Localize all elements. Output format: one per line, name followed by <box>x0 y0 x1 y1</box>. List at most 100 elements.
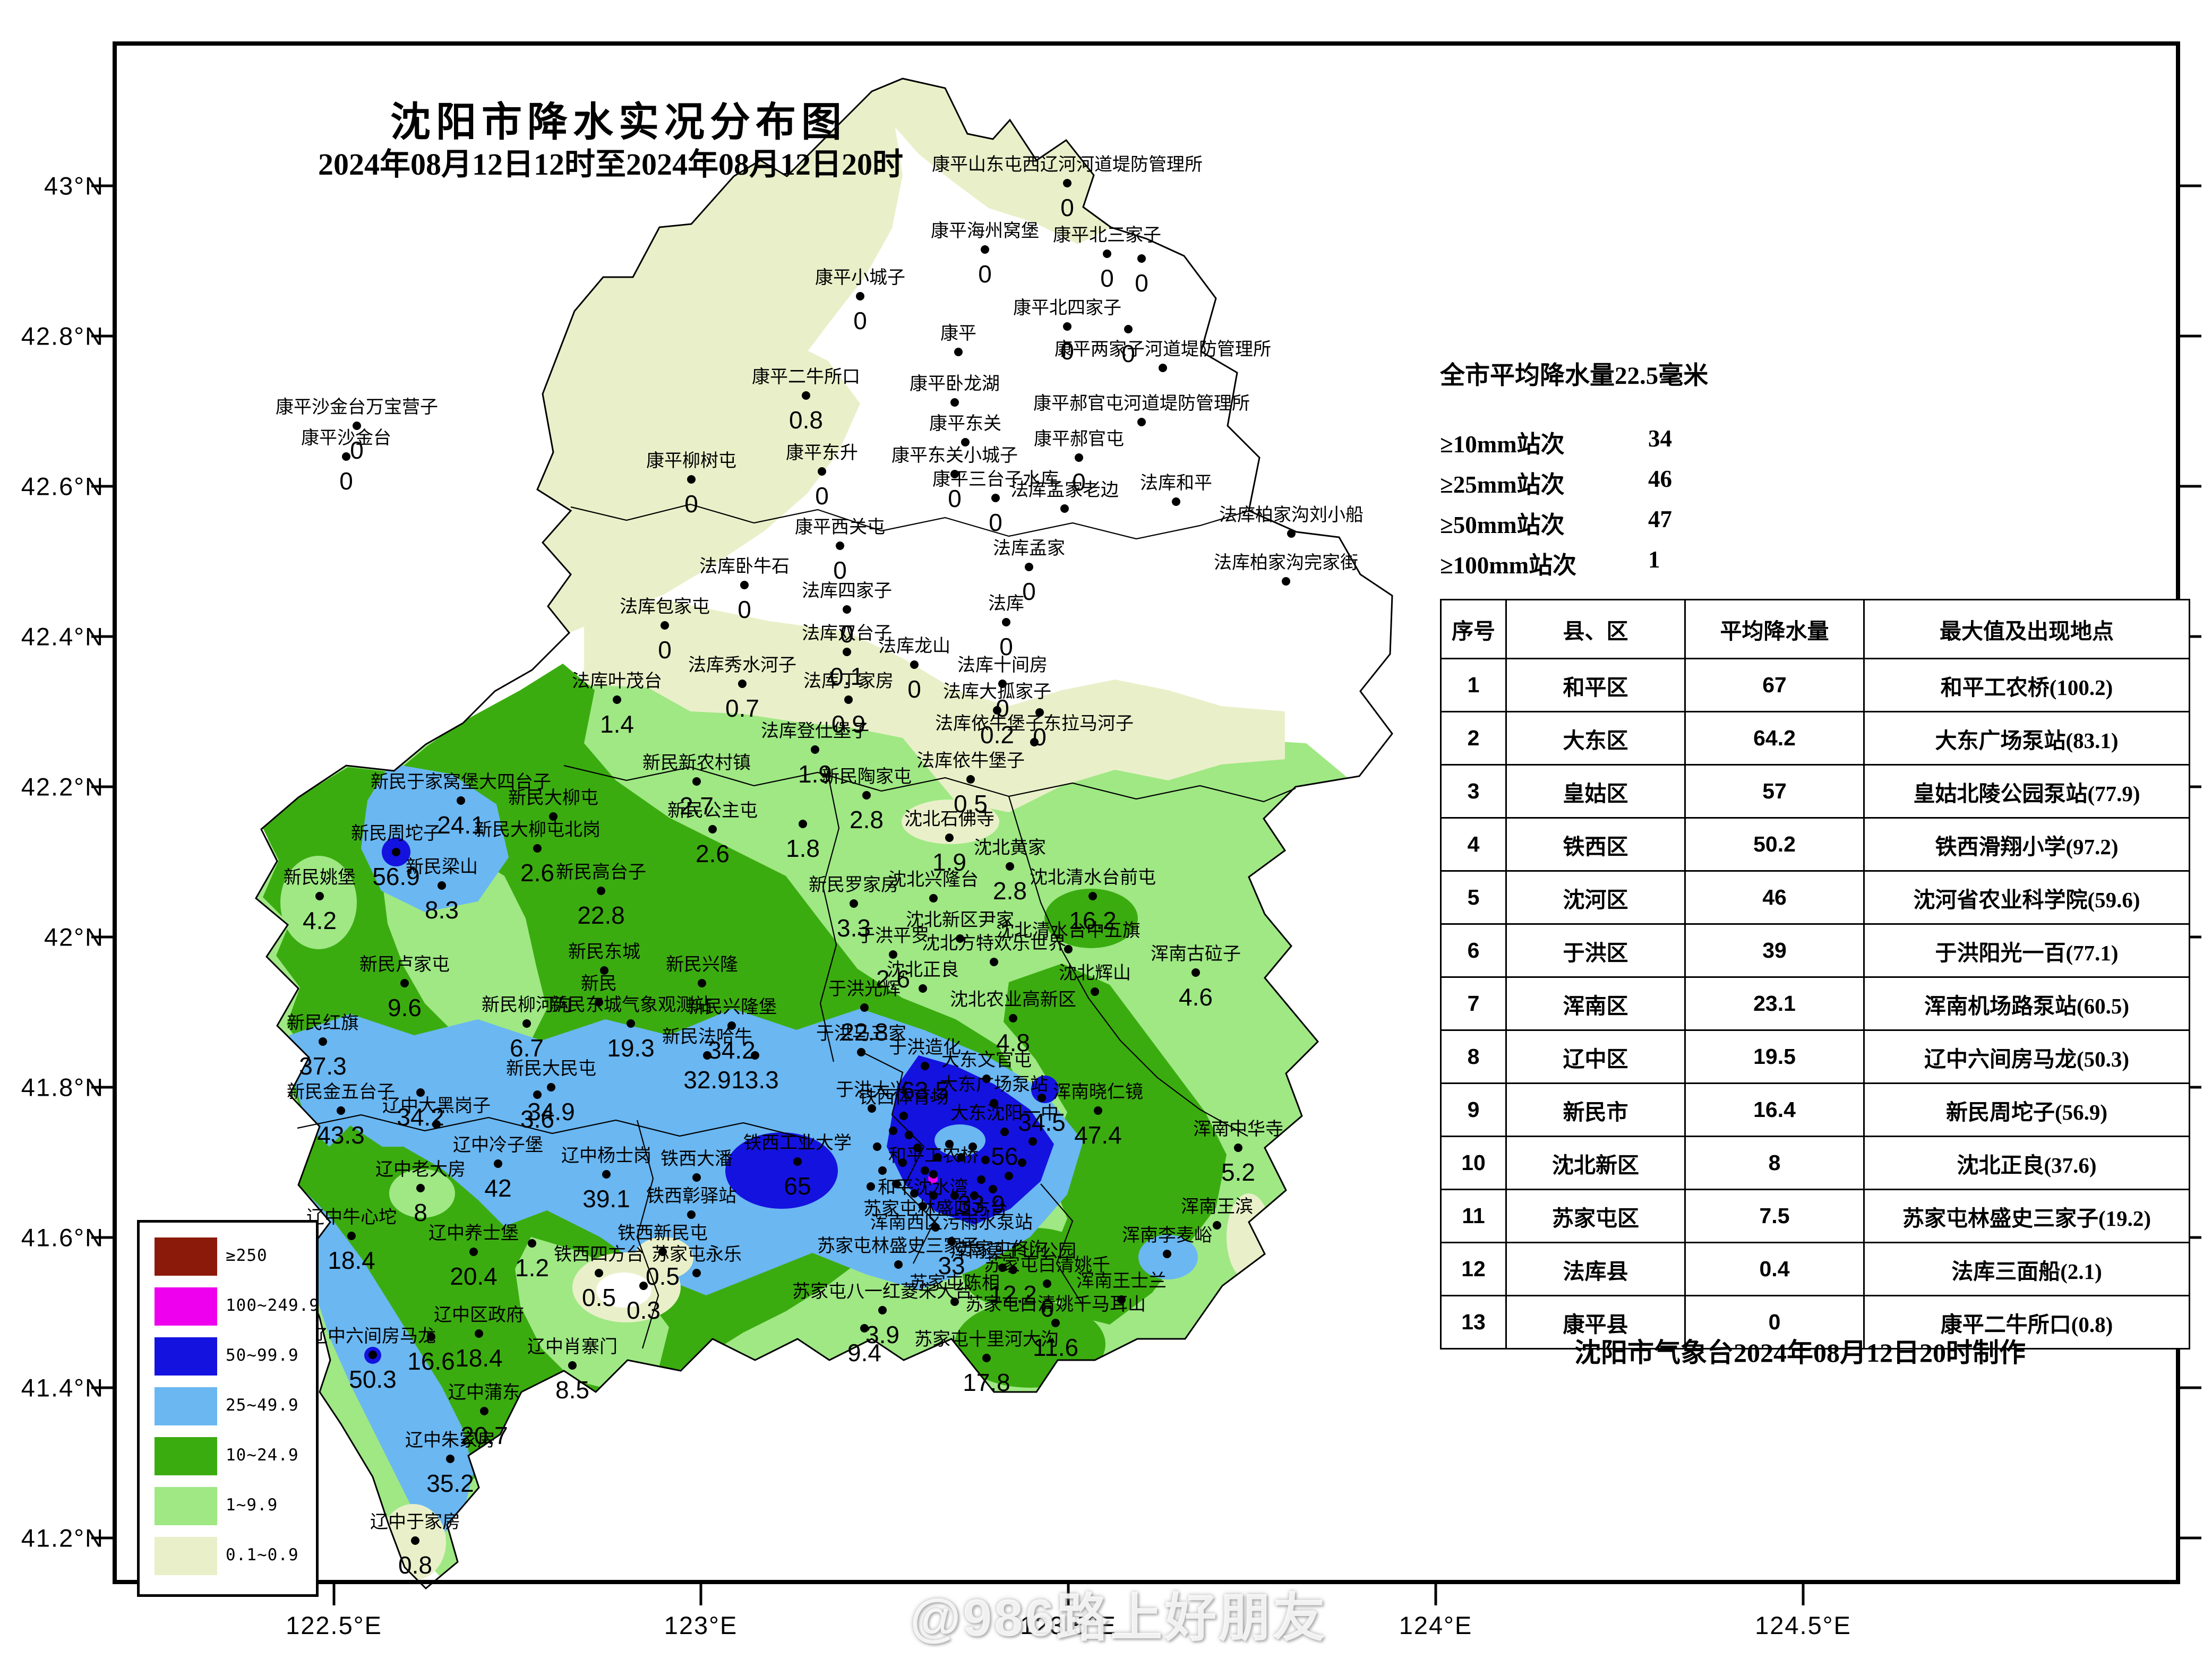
station-marker: 浑南李麦峪 <box>1122 1225 1212 1258</box>
station-dot <box>1075 453 1083 462</box>
station-name: 辽中于家房 <box>370 1512 460 1532</box>
table-cell: 浑南区 <box>1505 976 1686 1031</box>
stat-label: ≥100mm站次 <box>1440 552 1577 579</box>
station-value: 1.2 <box>515 1254 549 1282</box>
station-name: 辽中蒲东 <box>448 1382 520 1403</box>
station-name: 浑南晓仁镜 <box>1053 1082 1143 1102</box>
station-dot <box>494 1159 502 1168</box>
stat-line: ≥25mm站次 46 <box>1440 465 1737 500</box>
stat-line: ≥10mm站次 34 <box>1440 425 1737 459</box>
station-dot <box>982 1075 991 1083</box>
station-marker: 法库孟家 0 <box>993 538 1065 605</box>
station-dot <box>342 452 350 461</box>
station-dot <box>929 894 938 902</box>
legend-swatch <box>155 1287 217 1326</box>
station-dot <box>860 1003 869 1012</box>
station-marker: 法库叶茂台 1.4 <box>572 671 662 738</box>
station-name: 法库柏家沟完家街 <box>1214 553 1358 573</box>
stat-label: ≥25mm站次 <box>1440 471 1565 498</box>
station-marker: 9.4 <box>847 1324 881 1366</box>
station-dot <box>416 1184 425 1192</box>
lon-tick-label: 123.5°E <box>1020 1611 1117 1639</box>
station-dot <box>966 775 975 784</box>
station-marker: 苏家屯八一红菱宋大台 3.9 <box>792 1282 973 1348</box>
station-dot <box>692 1269 701 1277</box>
station-value: 56 <box>991 1142 1018 1170</box>
table-cell: 2 <box>1440 711 1507 766</box>
station-name: 沈北清水台前屯 <box>1030 867 1156 888</box>
station-marker: 0 <box>1121 325 1135 367</box>
station-marker: 法库卧牛石 0 <box>699 556 790 623</box>
station-dot <box>1064 945 1073 953</box>
table-cell: 皇姑北陵公园泵站(77.9) <box>1863 764 2190 819</box>
lat-tick-label: 43°N <box>44 171 104 200</box>
station-dot <box>639 1282 648 1290</box>
station-dot <box>950 398 959 407</box>
station-marker: 新民 <box>581 974 617 1007</box>
station-value: 4.8 <box>996 1029 1030 1056</box>
station-dot <box>919 1202 927 1210</box>
station-value: 2.8 <box>993 877 1027 905</box>
station-value: 63.5 <box>901 1077 949 1104</box>
legend-label: 1~9.9 <box>226 1495 278 1515</box>
station-name: 浑南李麦峪 <box>1122 1225 1212 1245</box>
station-dot <box>1038 1094 1046 1102</box>
station-dot <box>1028 1137 1037 1146</box>
station-dot <box>687 1210 696 1219</box>
station-name: 康平 <box>940 323 976 343</box>
station-name: 法库依牛堡子东拉马河子 <box>935 714 1134 734</box>
station-marker: 辽中六间房马龙 50.3 <box>310 1326 436 1393</box>
table-row: 1 和平区 67 和平工农桥(100.2) <box>1440 658 2190 712</box>
legend-swatch <box>155 1537 217 1575</box>
station-marker: 康平郝官屯河道堤防管理所 <box>1033 393 1250 426</box>
station-marker: 浑南中华寺 5.2 <box>1193 1119 1283 1186</box>
station-dot <box>469 1248 478 1256</box>
station-value: 17.8 <box>963 1369 1010 1396</box>
station-marker: 沈北辉山 <box>1059 963 1131 996</box>
table-row: 7 浑南区 23.1 浑南机场路泵站(60.5) <box>1440 976 2190 1031</box>
station-name: 法库孟家 <box>993 538 1065 558</box>
station-marker: 新民大柳屯北岗 2.6 <box>474 820 601 887</box>
station-value: 56.9 <box>372 863 420 890</box>
station-value: 0 <box>1100 264 1114 292</box>
watermark-logo-icon <box>850 1588 905 1655</box>
legend-label: 10~24.9 <box>226 1446 299 1465</box>
station-dot <box>703 1051 711 1060</box>
stat-line: ≥100mm站次 1 <box>1440 546 1737 580</box>
county-boundaries <box>297 503 1296 1349</box>
station-dot <box>568 1361 577 1370</box>
extra-dots-layer <box>867 1127 1037 1200</box>
legend-label: 25~49.9 <box>226 1396 299 1415</box>
station-dot <box>982 1354 991 1362</box>
station-name: 沈北清水台中五旗 <box>996 921 1141 941</box>
station-name: 新民高台子 <box>556 862 646 882</box>
station-marker: 新民高台子 22.8 <box>556 862 646 929</box>
station-name: 新民柳河沟 <box>482 995 572 1015</box>
station-dot <box>977 1175 985 1184</box>
station-marker: 辽中牛心坨 18.4 <box>306 1207 397 1274</box>
station-name: 法库依牛堡子 <box>916 751 1025 771</box>
station-value: 4.6 <box>1179 983 1213 1011</box>
station-dot <box>740 581 749 589</box>
station-value: 0 <box>738 596 751 623</box>
station-value: 18.4 <box>328 1247 375 1274</box>
station-dot <box>687 475 696 484</box>
station-marker: 康平两家子河道堤防管理所 <box>1054 339 1271 372</box>
station-marker: 3.6 <box>520 1090 554 1133</box>
lon-tick-label: 123°E <box>664 1611 738 1639</box>
station-marker: 新民兴隆堡 34.2 <box>687 997 777 1064</box>
station-name: 于洪大兴 <box>836 1080 908 1100</box>
legend-item: 1~9.9 <box>140 1484 316 1533</box>
station-value: 32.9 <box>683 1066 731 1094</box>
station-name: 法库和平 <box>1140 473 1212 493</box>
station-name: 苏家屯八一红菱宋大台 <box>792 1282 973 1302</box>
station-marker: 新民柳河沟 6.7 <box>482 995 572 1062</box>
lat-tick-label: 42.4°N <box>21 622 104 651</box>
legend-label: 0.1~0.9 <box>226 1545 299 1565</box>
station-value: 12.2 <box>989 1280 1037 1308</box>
station-value: 2.8 <box>850 806 884 833</box>
table-cell: 法库县 <box>1505 1242 1686 1296</box>
station-marker: 康平小城子 0 <box>815 268 905 334</box>
